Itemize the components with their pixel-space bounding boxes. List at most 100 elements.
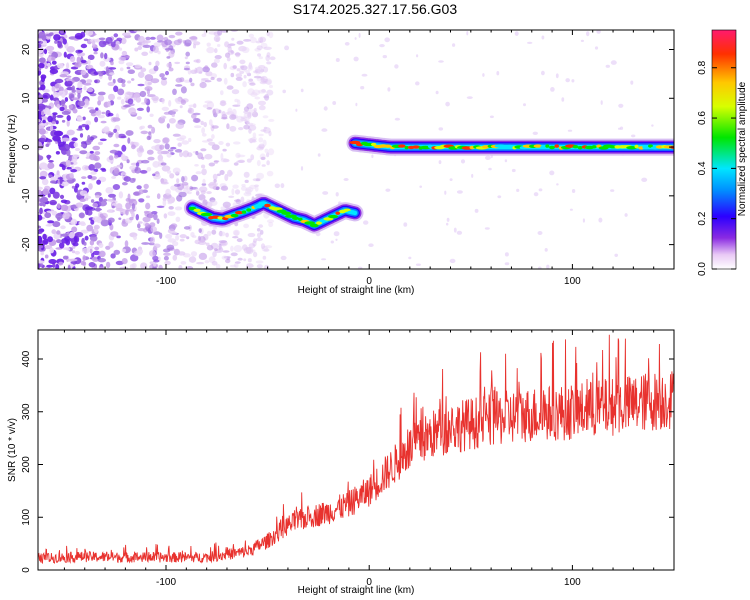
- noise-blob: [162, 116, 167, 119]
- noise-blob: [98, 40, 107, 48]
- noise-blob: [416, 54, 419, 58]
- trace-level-peak: [634, 144, 639, 149]
- noise-blob: [62, 212, 70, 220]
- noise-blob: [195, 66, 204, 74]
- noise-blob: [211, 134, 215, 140]
- noise-blob: [76, 116, 84, 122]
- noise-blob: [92, 39, 96, 47]
- noise-blob: [150, 236, 156, 244]
- noise-blob: [89, 153, 97, 161]
- trace-descending-peak: [292, 216, 300, 220]
- noise-blob: [129, 209, 133, 214]
- colorbar-tick-label: 0.2: [697, 211, 708, 225]
- noise-blob: [181, 140, 189, 145]
- noise-blob: [205, 242, 210, 246]
- noise-blob: [218, 240, 227, 244]
- noise-blob: [253, 70, 258, 74]
- noise-blob: [120, 79, 126, 84]
- noise-blob: [269, 84, 273, 89]
- noise-blob: [242, 81, 247, 88]
- noise-blob: [216, 173, 221, 177]
- noise-blob: [107, 133, 113, 138]
- noise-blob: [92, 145, 100, 151]
- trace-descending-peak: [298, 217, 303, 221]
- noise-blob: [179, 151, 183, 158]
- noise-blob: [263, 79, 269, 83]
- trace-descending-peak: [335, 211, 341, 215]
- noise-blob: [206, 244, 214, 251]
- noise-blob: [54, 78, 64, 84]
- noise-blob: [203, 121, 207, 128]
- noise-blob: [232, 184, 239, 189]
- noise-blob: [596, 30, 601, 34]
- noise-blob: [266, 31, 270, 37]
- noise-blob: [177, 142, 182, 147]
- noise-blob: [101, 111, 106, 115]
- noise-blob: [174, 206, 183, 211]
- trace-descending-peak: [304, 221, 316, 225]
- noise-blob: [57, 41, 62, 48]
- noise-blob: [538, 188, 543, 192]
- noise-blob: [123, 176, 131, 182]
- trace-level-peak: [398, 144, 406, 148]
- noise-blob: [249, 184, 257, 190]
- noise-blob: [198, 252, 208, 260]
- noise-blob: [121, 83, 126, 88]
- noise-blob: [211, 229, 217, 235]
- noise-blob: [95, 194, 101, 199]
- noise-blob: [121, 248, 127, 253]
- noise-blob: [38, 260, 45, 264]
- noise-blob: [156, 205, 165, 208]
- bottom-y-axis-label: SNR (10 * v/v): [7, 418, 18, 482]
- noise-blob: [135, 96, 141, 103]
- noise-blob: [245, 69, 250, 75]
- noise-blob: [218, 249, 224, 252]
- noise-blob: [66, 80, 73, 86]
- noise-blob: [466, 96, 473, 99]
- noise-blob: [237, 154, 246, 158]
- noise-blob: [175, 234, 180, 241]
- noise-blob: [39, 123, 47, 126]
- noise-blob: [335, 58, 340, 62]
- noise-blob: [258, 65, 266, 69]
- noise-blob: [249, 138, 254, 144]
- noise-blob: [85, 120, 91, 126]
- noise-blob: [260, 129, 267, 132]
- noise-blob: [106, 198, 115, 202]
- noise-blob: [67, 264, 71, 269]
- noise-blob: [49, 32, 54, 36]
- noise-blob: [206, 230, 212, 237]
- noise-blob: [166, 152, 172, 158]
- noise-blob: [97, 258, 107, 263]
- noise-blob: [216, 77, 222, 82]
- noise-blob: [66, 75, 72, 78]
- trace-descending-peak: [246, 208, 252, 212]
- bottom-y-tick-label: 400: [21, 350, 32, 367]
- noise-blob: [184, 39, 192, 47]
- noise-blob: [258, 133, 264, 137]
- noise-blob: [38, 261, 41, 269]
- noise-blob: [120, 171, 127, 176]
- noise-blob: [110, 41, 116, 48]
- noise-blob: [567, 129, 573, 132]
- noise-blob: [516, 188, 520, 192]
- noise-blob: [135, 162, 140, 167]
- noise-blob: [239, 65, 245, 69]
- noise-blob: [105, 66, 109, 74]
- noise-blob: [249, 37, 257, 44]
- noise-blob: [641, 177, 648, 182]
- noise-blob: [44, 212, 52, 219]
- noise-blob: [253, 107, 257, 113]
- noise-blob: [188, 256, 197, 263]
- noise-blob: [260, 243, 266, 250]
- noise-blob: [183, 67, 190, 71]
- noise-blob: [224, 41, 230, 48]
- noise-blob: [243, 39, 251, 42]
- noise-blob: [38, 225, 42, 229]
- noise-blob: [230, 72, 235, 78]
- noise-blob: [213, 160, 220, 163]
- noise-blob: [218, 231, 226, 237]
- noise-blob: [99, 213, 104, 218]
- noise-blob: [69, 231, 75, 239]
- noise-blob: [62, 255, 69, 260]
